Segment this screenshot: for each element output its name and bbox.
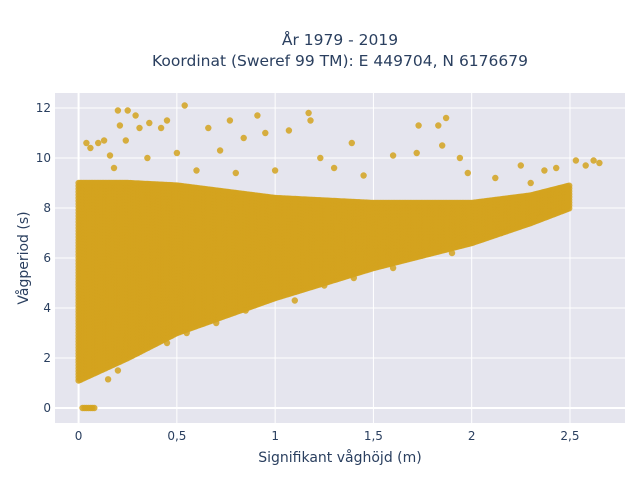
chart-subtitle: Koordinat (Sweref 99 TM): E 449704, N 61… [152, 52, 528, 70]
chart-title: År 1979 - 2019 [282, 30, 398, 49]
scatter-points [75, 102, 603, 412]
